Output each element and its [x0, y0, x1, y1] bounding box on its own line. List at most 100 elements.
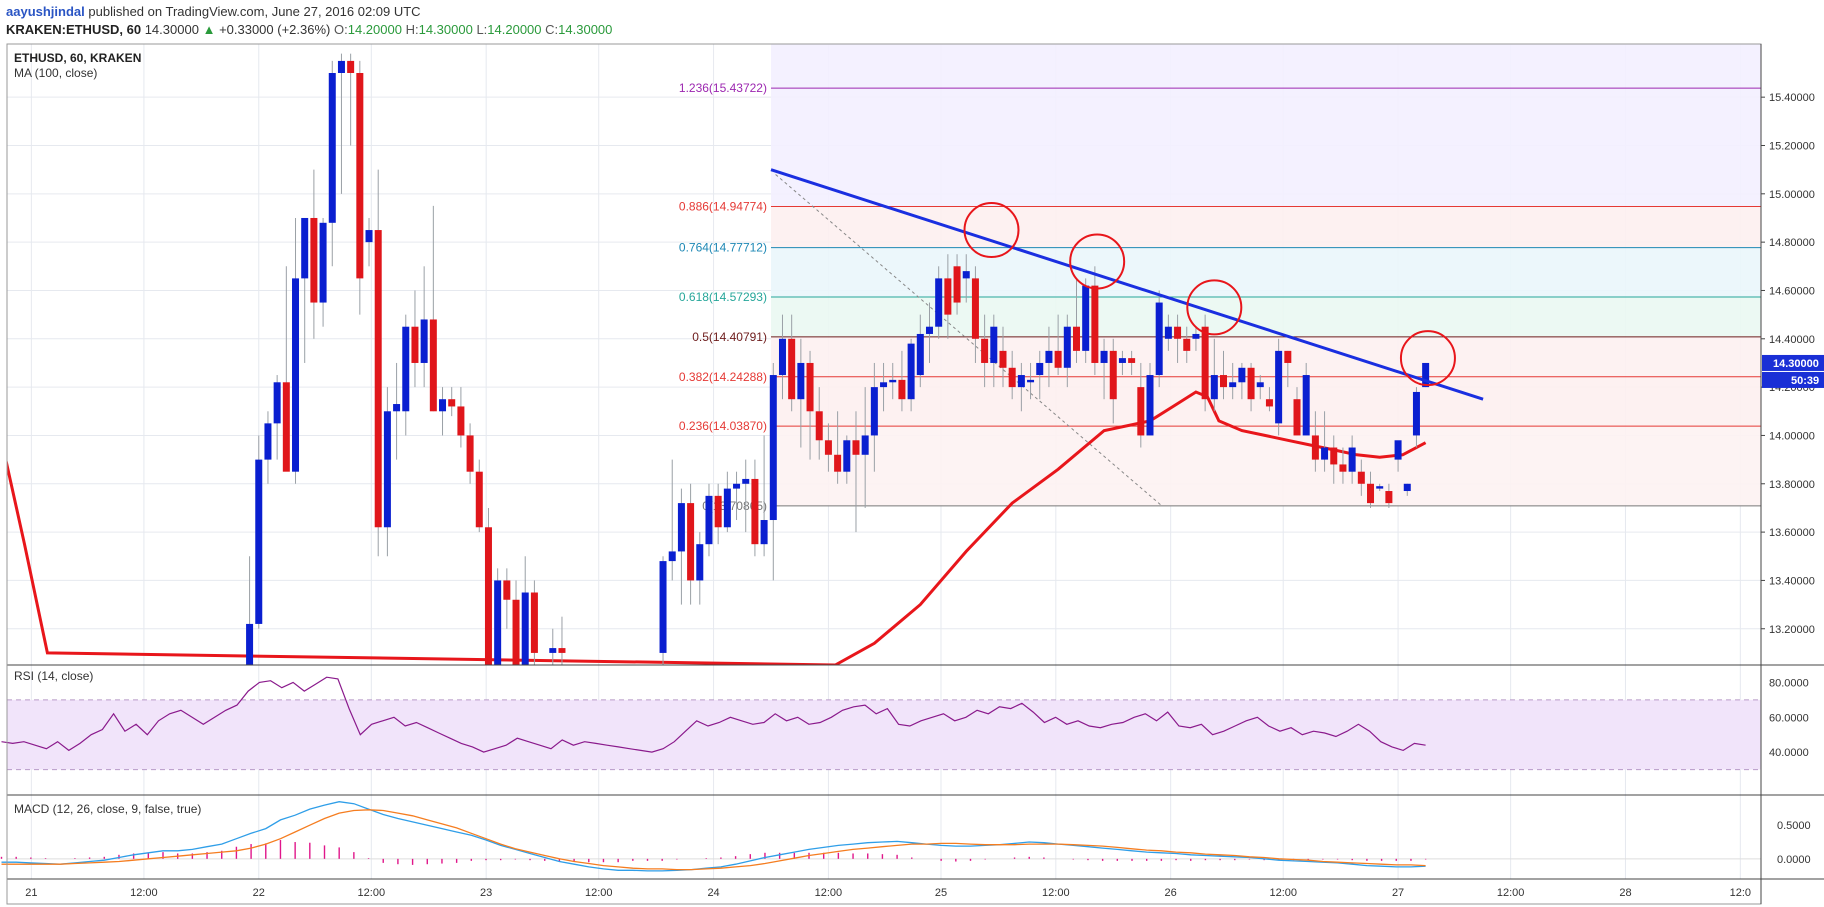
author-link[interactable]: aayushjindal	[6, 4, 85, 19]
price-tick-label: 13.80000	[1769, 479, 1815, 491]
candle-bear	[898, 350, 906, 412]
candle-bear	[1008, 350, 1016, 400]
highlight-circle[interactable]	[1186, 279, 1243, 336]
highlight-circle[interactable]	[963, 202, 1020, 259]
fib-zone	[770, 247, 1761, 298]
candle-body	[273, 382, 281, 424]
candle-bear	[429, 205, 437, 412]
candle-bull	[383, 387, 391, 557]
candle-body	[1422, 362, 1430, 388]
candle-body	[1247, 367, 1255, 400]
candle-bull	[365, 217, 373, 267]
candle-bear	[1109, 338, 1117, 424]
time-tick-label: 28	[1619, 887, 1631, 899]
symbol-line: KRAKEN:ETHUSD, 60 14.30000 ▲ +0.33000 (+…	[6, 22, 612, 37]
ma-indicator-label: MA (100, close)	[14, 66, 97, 80]
candle-bull	[1412, 387, 1420, 448]
candle-body	[1330, 447, 1338, 465]
candle-body	[1183, 338, 1191, 351]
candle-body	[1054, 350, 1062, 368]
candle-bull	[292, 217, 300, 484]
candle-bear	[1072, 278, 1080, 363]
candle-body	[834, 454, 842, 472]
fib-level-label: 0.886(14.94774)	[679, 199, 767, 213]
fibonacci-retracement[interactable]: 1.236(15.43722) 0.886(14.94774) 0.764(14.7…	[679, 44, 1761, 513]
candle-bear	[1339, 447, 1347, 484]
candle-bear	[981, 314, 989, 388]
candle-body	[1210, 375, 1218, 400]
ohlc-high-value: 14.30000	[418, 22, 473, 37]
candle-bear	[484, 507, 492, 665]
price-tick-label: 13.40000	[1769, 575, 1815, 587]
candle-body	[1072, 326, 1080, 351]
candle-body	[843, 440, 851, 472]
candle-body	[714, 495, 722, 528]
time-tick-label: 23	[480, 887, 492, 899]
trendline-drawing[interactable]	[770, 168, 1484, 401]
candle-body	[1220, 375, 1228, 388]
candle-body	[1311, 435, 1319, 460]
candle-body	[677, 503, 685, 552]
fib-zone	[770, 44, 1761, 89]
candle-body	[1302, 375, 1310, 436]
candle-body	[1045, 350, 1053, 363]
candle-bull	[273, 375, 281, 460]
candle-bull	[1229, 362, 1237, 400]
candle-body	[1412, 391, 1420, 436]
candle-bull	[861, 387, 869, 508]
candle-body	[558, 648, 566, 653]
resistance-trendline[interactable]	[770, 168, 1484, 401]
chart-title: ETHUSD, 60, KRAKEN	[14, 51, 141, 65]
candle-body	[1128, 358, 1136, 363]
candle-bear	[347, 53, 355, 146]
candle-body	[383, 411, 391, 528]
candle-body	[484, 527, 492, 665]
candle-bear	[558, 616, 566, 665]
candle-bull	[1036, 350, 1044, 400]
price-tick-label: 13.20000	[1769, 624, 1815, 636]
candle-body	[264, 423, 272, 460]
candle-bull	[1348, 435, 1356, 484]
fib-zone	[770, 297, 1761, 337]
macd-label: MACD (12, 26, close, 9, false, true)	[14, 802, 201, 816]
published-text: published on TradingView.com, June 27, 2…	[88, 4, 421, 19]
candle-body	[1265, 399, 1273, 407]
macd-tick-label: 0.0000	[1777, 854, 1811, 866]
candle-bull	[1164, 314, 1172, 351]
candle-bear	[999, 326, 1007, 388]
candle-body	[429, 319, 437, 412]
ohlc-close-value: 14.30000	[558, 22, 613, 37]
countdown-badge-text: 50:39	[1791, 375, 1819, 387]
candle-body	[1403, 483, 1411, 492]
candle-body	[999, 350, 1007, 368]
candle-body	[1192, 333, 1200, 339]
candle-bull	[1321, 411, 1329, 472]
candle-bull	[1082, 278, 1090, 363]
ohlc-close-label: C:	[545, 22, 559, 37]
candle-bull	[420, 266, 428, 388]
candle-bull	[723, 471, 731, 533]
price-tick-label: 15.00000	[1769, 189, 1815, 201]
candle-bear	[834, 411, 842, 484]
candle-body	[1357, 471, 1365, 484]
candle-bear	[503, 568, 511, 629]
highlight-circle[interactable]	[1069, 233, 1126, 290]
fib-diagonal-line	[775, 174, 1162, 506]
macd-signal-line	[1, 809, 1426, 871]
candle-body	[1321, 447, 1329, 460]
time-tick-label: 12:00	[130, 887, 158, 899]
time-tick-label: 21	[25, 887, 37, 899]
candle-bull	[696, 532, 704, 605]
time-tick-label: 27	[1392, 887, 1404, 899]
ohlc-high-label: H:	[405, 22, 419, 37]
candle-body	[246, 623, 254, 665]
price-tick-label: 15.40000	[1769, 92, 1815, 104]
candle-body	[1385, 491, 1393, 504]
candle-bear	[714, 483, 722, 545]
candle-body	[393, 404, 401, 412]
candle-bear	[1265, 387, 1273, 412]
highlight-circle[interactable]	[1399, 330, 1456, 387]
candle-bear	[944, 254, 952, 339]
candle-bull	[1376, 483, 1384, 492]
